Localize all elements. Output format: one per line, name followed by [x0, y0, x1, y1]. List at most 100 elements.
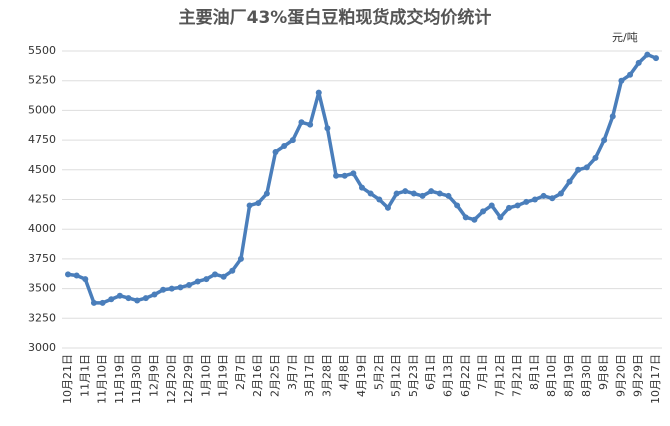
point — [307, 121, 314, 128]
point — [462, 214, 469, 221]
x-tick-label: 3月7日 — [286, 354, 299, 390]
point — [359, 184, 365, 191]
y-tick-label: 3500 — [28, 282, 56, 295]
y-tick-label: 5500 — [28, 44, 56, 57]
x-tick-label: 3月28日 — [320, 354, 333, 397]
point — [99, 299, 106, 306]
point — [333, 172, 340, 179]
x-tick-label: 7月1日 — [476, 354, 489, 390]
x-tick-label: 9月8日 — [597, 354, 610, 390]
point — [531, 196, 538, 203]
point — [635, 59, 642, 66]
y-tick-label: 4750 — [28, 133, 56, 146]
x-tick-label: 9月29日 — [632, 354, 645, 397]
x-tick-label: 7月12日 — [493, 354, 506, 397]
x-tick-label: 5月2日 — [372, 354, 385, 390]
point — [454, 202, 461, 209]
x-tick-label: 2月7日 — [234, 354, 247, 390]
x-tick-label: 6月1日 — [424, 354, 437, 390]
x-tick-label: 9月20日 — [614, 354, 627, 397]
x-tick-label: 4月19日 — [355, 354, 368, 397]
x-tick-label: 11月19日 — [113, 354, 126, 404]
point — [523, 198, 530, 205]
point — [436, 190, 443, 197]
x-tick-label: 5月12日 — [390, 354, 403, 397]
x-tick-label: 12月20日 — [165, 354, 178, 404]
x-tick-label: 11月10日 — [96, 354, 109, 404]
x-tick-label: 6月22日 — [459, 354, 472, 397]
point — [73, 272, 80, 279]
point — [540, 192, 547, 199]
point — [471, 216, 478, 223]
point — [410, 190, 417, 197]
point — [653, 55, 659, 62]
point — [134, 297, 141, 304]
x-tick-label: 8月10日 — [545, 354, 558, 397]
point — [402, 188, 409, 195]
point — [350, 170, 357, 177]
y-tick-label: 3250 — [28, 311, 56, 324]
y-tick-label: 5250 — [28, 74, 56, 87]
point — [116, 292, 123, 299]
point — [514, 202, 521, 209]
point — [212, 271, 218, 278]
y-tick-label: 4250 — [28, 193, 56, 206]
point — [142, 295, 149, 302]
y-tick-label: 5000 — [28, 103, 56, 116]
point — [263, 190, 270, 197]
x-tick-label: 4月8日 — [338, 354, 351, 390]
x-tick-label: 11月30日 — [130, 354, 143, 404]
y-tick-label: 3750 — [28, 252, 56, 265]
point — [298, 119, 305, 126]
point — [376, 196, 383, 203]
point — [566, 178, 573, 185]
x-tick-label: 2月25日 — [269, 354, 282, 397]
y-tick-label: 4000 — [28, 222, 56, 235]
point — [618, 77, 625, 84]
point — [255, 200, 262, 207]
x-tick-label: 11月1日 — [78, 354, 91, 397]
point — [480, 208, 487, 215]
point — [592, 154, 599, 161]
x-tick-label: 12月9日 — [147, 354, 160, 397]
point — [125, 295, 132, 302]
point — [220, 273, 227, 280]
point — [168, 285, 175, 292]
point — [488, 202, 495, 209]
x-tick-label: 12月29日 — [182, 354, 195, 404]
x-tick-label: 8月30日 — [580, 354, 593, 397]
point — [497, 214, 504, 221]
point — [445, 192, 452, 199]
point — [246, 202, 253, 209]
point — [194, 278, 201, 285]
point — [644, 51, 651, 58]
y-tick-label: 4500 — [28, 163, 56, 176]
point — [384, 204, 391, 211]
point — [82, 276, 89, 283]
point — [315, 89, 322, 96]
x-tick-label: 1月19日 — [217, 354, 230, 397]
x-tick-label: 7月21日 — [511, 354, 524, 397]
point — [151, 291, 158, 298]
x-tick-label: 3月17日 — [303, 354, 316, 397]
unit-label: 元/吨 — [612, 31, 638, 44]
point — [419, 192, 426, 199]
chart-title: 主要油厂43%蛋白豆粕现货成交均价统计 — [179, 7, 492, 28]
point — [341, 172, 348, 179]
point — [506, 204, 512, 211]
point — [177, 284, 184, 291]
point — [583, 164, 590, 171]
point — [575, 166, 582, 173]
point — [108, 296, 115, 303]
x-tick-label: 5月23日 — [407, 354, 420, 397]
x-tick-label: 6月13日 — [441, 354, 454, 397]
x-tick-label: 8月1日 — [528, 354, 541, 390]
point — [393, 190, 400, 197]
point — [203, 276, 210, 283]
x-tick-label: 2月16日 — [251, 354, 264, 397]
point — [428, 188, 435, 195]
point — [90, 299, 97, 306]
point — [186, 282, 193, 289]
point — [601, 137, 608, 144]
